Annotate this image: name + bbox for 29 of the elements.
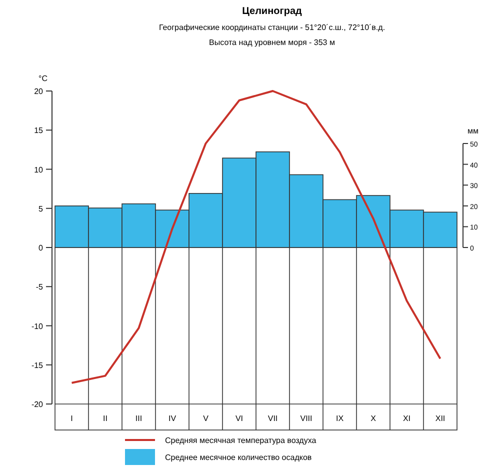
y-tick-label: 15 xyxy=(34,126,44,136)
y-tick-label: -15 xyxy=(31,360,44,370)
text: Высота над уровнем моря - 353 м xyxy=(209,38,335,47)
x-tick-label: I xyxy=(70,414,73,423)
x-tick-label: VI xyxy=(235,414,244,423)
y-tick-label: -5 xyxy=(36,282,44,292)
x-tick-label: XII xyxy=(435,414,446,423)
y-tick-label: 10 xyxy=(34,165,44,174)
y-tick-label: 5 xyxy=(38,204,44,214)
legend-label: Среднее месячное количество осадков xyxy=(165,453,312,462)
y-tick-label: -20 xyxy=(31,400,44,409)
x-tick-label: IV xyxy=(168,414,177,423)
x-tick-label: II xyxy=(103,414,108,423)
line-series xyxy=(70,90,442,384)
x-tick-label: III xyxy=(135,414,142,423)
x-tick-label: IX xyxy=(336,414,344,423)
chart-title: Целиноград xyxy=(242,6,303,17)
legend-label: Средняя месячная температура воздуха xyxy=(165,436,317,445)
x-tick-label: V xyxy=(203,414,210,423)
chart-subtitle: Географические координаты станции - 51°20´с.ш., 72°10´в.д. xyxy=(158,23,386,32)
y2-axis-title: мм xyxy=(468,126,478,136)
x-tick-label: XI xyxy=(402,414,411,423)
y-axis-title: °C xyxy=(38,74,48,83)
x-tick-label: VIII xyxy=(300,414,312,423)
y-tick-label: 0 xyxy=(38,244,44,252)
y-tick-label: -10 xyxy=(31,322,44,331)
y-tick-label: 20 xyxy=(34,87,44,96)
x-tick-label: VII xyxy=(268,414,278,423)
x-tick-label: X xyxy=(370,414,377,423)
